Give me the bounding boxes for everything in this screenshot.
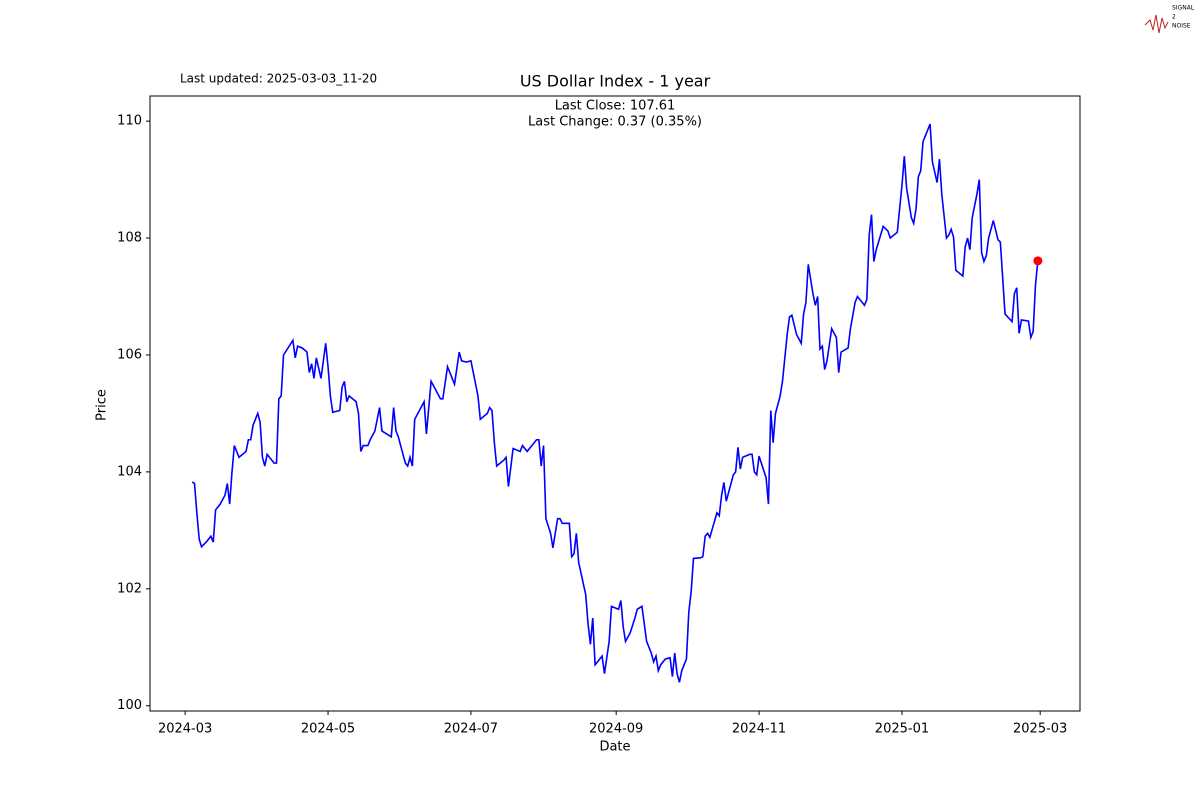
x-tick-label: 2024-03 [158,722,212,737]
logo-text: SIGNAL [1172,5,1195,12]
y-tick-label: 106 [117,347,142,362]
x-tick-label: 2024-05 [301,722,355,737]
x-tick-label: 2024-11 [732,722,786,737]
chart-title: US Dollar Index - 1 year [520,72,711,91]
x-axis-label: Date [599,740,630,755]
annotation: Last Close: 107.61 [555,99,676,114]
logo-wave [1144,14,1169,34]
logo-text: NOISE [1172,23,1191,30]
last-close-marker [1033,256,1043,266]
y-tick-label: 100 [117,698,142,713]
x-tick-label: 2024-09 [589,722,643,737]
logo-text: 2 [1172,14,1176,21]
x-tick-label: 2025-03 [1013,722,1067,737]
updated-note: Last updated: 2025-03-03_11-20 [180,72,377,86]
y-tick-label: 110 [117,114,142,129]
plot-frame [149,95,1081,712]
logo: SIGNAL 2 NOISE [1144,5,1195,34]
y-tick-label: 104 [117,464,142,479]
y-tick-label: 102 [117,581,142,596]
y-axis-label: Price [95,389,110,421]
annotation: Last Change: 0.37 (0.35%) [528,115,702,130]
y-tick-label: 108 [117,231,142,246]
x-tick-label: 2025-01 [875,722,929,737]
price-line [191,123,1039,683]
x-tick-label: 2024-07 [444,722,498,737]
